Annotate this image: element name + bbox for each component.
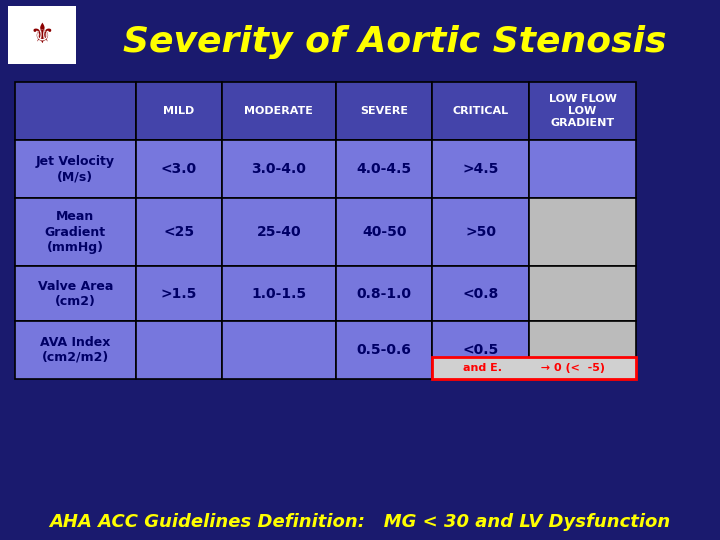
Text: >1.5: >1.5 <box>161 287 197 300</box>
Bar <box>529 82 636 140</box>
Bar <box>433 357 636 379</box>
Text: >4.5: >4.5 <box>462 162 499 176</box>
Bar <box>222 82 336 140</box>
Text: >50: >50 <box>465 225 496 239</box>
Bar <box>529 321 636 379</box>
Bar <box>136 82 222 140</box>
Bar <box>15 198 136 266</box>
Bar <box>222 140 336 198</box>
Bar <box>529 198 636 266</box>
Bar <box>433 198 529 266</box>
Text: CRITICAL: CRITICAL <box>453 106 509 116</box>
Text: <0.5: <0.5 <box>463 343 499 357</box>
Bar <box>336 82 433 140</box>
Text: ⚜: ⚜ <box>30 21 55 49</box>
Bar <box>136 321 222 379</box>
Bar <box>15 266 136 321</box>
Bar <box>222 321 336 379</box>
Text: and E.          → 0 (<  -5): and E. → 0 (< -5) <box>463 363 606 373</box>
Text: <0.8: <0.8 <box>463 287 499 300</box>
Bar <box>15 140 136 198</box>
Bar <box>336 198 433 266</box>
Text: LOW FLOW
LOW
GRADIENT: LOW FLOW LOW GRADIENT <box>549 94 616 127</box>
Text: AHA ACC Guidelines Definition:   MG < 30 and LV Dysfunction: AHA ACC Guidelines Definition: MG < 30 a… <box>50 513 670 531</box>
Bar <box>336 266 433 321</box>
Text: 1.0-1.5: 1.0-1.5 <box>251 287 307 300</box>
Text: 0.8-1.0: 0.8-1.0 <box>356 287 412 300</box>
Text: <3.0: <3.0 <box>161 162 197 176</box>
Text: MILD: MILD <box>163 106 194 116</box>
Text: 4.0-4.5: 4.0-4.5 <box>356 162 412 176</box>
Text: 3.0-4.0: 3.0-4.0 <box>251 162 307 176</box>
Text: <25: <25 <box>163 225 194 239</box>
Bar <box>433 266 529 321</box>
Bar <box>336 140 433 198</box>
Bar <box>15 321 136 379</box>
Text: Valve Area
(cm2): Valve Area (cm2) <box>37 280 113 307</box>
Bar <box>136 266 222 321</box>
Text: 0.5-0.6: 0.5-0.6 <box>356 343 412 357</box>
Text: Severity of Aortic Stenosis: Severity of Aortic Stenosis <box>123 25 667 59</box>
Bar <box>8 6 76 64</box>
Bar <box>222 198 336 266</box>
Bar <box>222 266 336 321</box>
Bar <box>433 321 529 379</box>
Text: Jet Velocity
(M/s): Jet Velocity (M/s) <box>36 155 115 183</box>
Bar <box>433 82 529 140</box>
Text: MODERATE: MODERATE <box>245 106 313 116</box>
Text: 25-40: 25-40 <box>256 225 301 239</box>
Bar <box>136 198 222 266</box>
Bar <box>15 82 136 140</box>
Text: 40-50: 40-50 <box>362 225 406 239</box>
Bar <box>529 140 636 198</box>
Text: SEVERE: SEVERE <box>360 106 408 116</box>
Bar <box>336 321 433 379</box>
Bar <box>433 140 529 198</box>
Text: AVA Index
(cm2/m2): AVA Index (cm2/m2) <box>40 336 111 364</box>
Bar <box>136 140 222 198</box>
Text: Mean
Gradient
(mmHg): Mean Gradient (mmHg) <box>45 211 106 253</box>
Bar <box>529 266 636 321</box>
